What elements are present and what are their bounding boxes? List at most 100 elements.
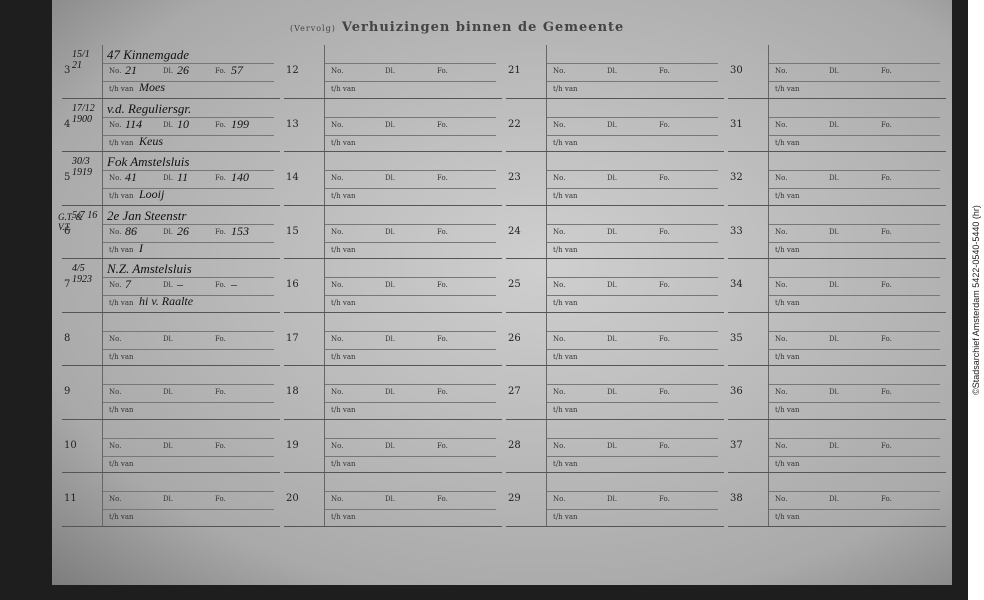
- form-rule: [103, 223, 274, 225]
- credit: ©Stadsarchief Amsterdam 5422-0540-5440 (…: [971, 205, 981, 395]
- row-number: 16: [286, 279, 299, 290]
- entry-van: I: [139, 240, 143, 255]
- label-no: No.: [775, 388, 788, 396]
- form-rule: [769, 455, 940, 457]
- form-rule: [547, 384, 718, 385]
- register-row: 15 No. Dl. Fo. t/h van: [284, 205, 502, 259]
- form-rule: [103, 81, 274, 82]
- entry-form: No. Dl. Fo. t/h van: [768, 45, 940, 98]
- label-dl: Dl.: [163, 120, 174, 129]
- row-number: 21: [508, 65, 521, 76]
- label-fo: Fo.: [659, 388, 670, 396]
- form-rule: [325, 277, 496, 278]
- row-number: 30: [730, 65, 743, 76]
- entry-form: No. Dl. Fo. t/h van N.Z. Amstelsluis 7 – – hi v.…: [102, 259, 274, 312]
- form-rule: [547, 348, 718, 350]
- title-prefix: (Vervolg): [290, 24, 336, 33]
- register-row: 36 No. Dl. Fo. t/h van: [728, 366, 946, 420]
- form-rule: [325, 223, 496, 225]
- entry-address: 2e Jan Steenstr: [107, 207, 187, 223]
- entry-form: No. Dl. Fo. t/h van: [324, 45, 496, 98]
- register-row: 22 No. Dl. Fo. t/h van: [506, 98, 724, 152]
- entry-date: 17/12 1900: [72, 102, 95, 125]
- label-van: t/h van: [331, 513, 356, 521]
- form-rule: [547, 241, 718, 243]
- row-number: 34: [730, 279, 743, 290]
- form-rule: [769, 170, 940, 171]
- label-van: t/h van: [553, 406, 578, 414]
- row-number: 22: [508, 118, 521, 130]
- label-dl: Dl.: [829, 334, 840, 343]
- entry-form: No. Dl. Fo. t/h van: [546, 205, 718, 258]
- entry-form: No. Dl. Fo. t/h van: [546, 45, 718, 98]
- form-title: (Vervolg) Verhuizingen binnen de Gemeente: [290, 20, 624, 35]
- register-row: 8 No. Dl. Fo. t/h van: [62, 312, 280, 366]
- form-rule: [325, 295, 496, 296]
- label-no: No.: [553, 441, 566, 450]
- register-row: 12 No. Dl. Fo. t/h van: [284, 45, 502, 99]
- form-rule: [547, 402, 718, 403]
- label-dl: Dl.: [829, 281, 840, 289]
- register-row: 31 No. Dl. Fo. t/h van: [728, 98, 946, 152]
- label-dl: Dl.: [829, 120, 840, 129]
- label-van: t/h van: [553, 299, 578, 307]
- register-row: 34 No. Dl. Fo. t/h van: [728, 259, 946, 313]
- entry-fo: 199: [231, 116, 249, 131]
- entry-dl: 11: [177, 170, 189, 184]
- register-row: 29 No. Dl. Fo. t/h van: [506, 473, 724, 527]
- form-rule: [547, 509, 718, 510]
- label-dl: Dl.: [163, 388, 174, 396]
- row-number: 5: [64, 172, 71, 183]
- label-no: No.: [553, 174, 566, 182]
- entry-fo: 57: [231, 63, 243, 77]
- label-van: t/h van: [109, 459, 134, 468]
- form-rule: [547, 170, 718, 171]
- label-no: No.: [553, 67, 566, 75]
- row-number: 23: [508, 172, 521, 183]
- label-fo: Fo.: [437, 281, 448, 289]
- form-rule: [547, 81, 718, 82]
- form-rule: [769, 63, 940, 64]
- label-fo: Fo.: [215, 495, 226, 503]
- label-no: No.: [331, 495, 344, 503]
- form-rule: [103, 277, 274, 278]
- label-fo: Fo.: [215, 227, 226, 236]
- label-dl: Dl.: [829, 174, 840, 182]
- form-rule: [769, 188, 940, 189]
- entry-address: Fok Amstelsluis: [107, 154, 190, 169]
- label-fo: Fo.: [659, 334, 670, 343]
- entry-form: No. Dl. Fo. t/h van: [324, 259, 496, 312]
- row-number: 27: [508, 386, 521, 397]
- form-rule: [325, 437, 496, 439]
- label-dl: Dl.: [607, 120, 618, 129]
- label-dl: Dl.: [385, 67, 396, 75]
- form-rule: [547, 437, 718, 439]
- label-no: No.: [553, 120, 566, 129]
- register-row: 25 No. Dl. Fo. t/h van: [506, 259, 724, 313]
- form-rule: [547, 277, 718, 278]
- label-fo: Fo.: [215, 174, 226, 182]
- label-van: t/h van: [553, 513, 578, 521]
- register-row: 16 No. Dl. Fo. t/h van: [284, 259, 502, 313]
- form-rule: [325, 241, 496, 243]
- label-fo: Fo.: [437, 67, 448, 75]
- label-van: t/h van: [331, 299, 356, 307]
- form-rule: [769, 134, 940, 136]
- label-no: No.: [775, 227, 788, 236]
- label-van: t/h van: [109, 299, 134, 307]
- label-fo: Fo.: [437, 495, 448, 503]
- form-rule: [325, 509, 496, 510]
- label-dl: Dl.: [607, 334, 618, 343]
- entry-form: No. Dl. Fo. t/h van: [768, 205, 940, 258]
- register-row: 9 No. Dl. Fo. t/h van: [62, 366, 280, 420]
- label-dl: Dl.: [829, 67, 840, 75]
- form-rule: [769, 491, 940, 492]
- label-dl: Dl.: [385, 120, 396, 129]
- label-dl: Dl.: [385, 441, 396, 450]
- label-dl: Dl.: [385, 334, 396, 343]
- label-van: t/h van: [331, 352, 356, 361]
- entry-form: No. Dl. Fo. t/h van 2e Jan Steenstr 86 26 153 I: [102, 205, 274, 258]
- form-rule: [103, 348, 274, 350]
- form-rule: [103, 188, 274, 189]
